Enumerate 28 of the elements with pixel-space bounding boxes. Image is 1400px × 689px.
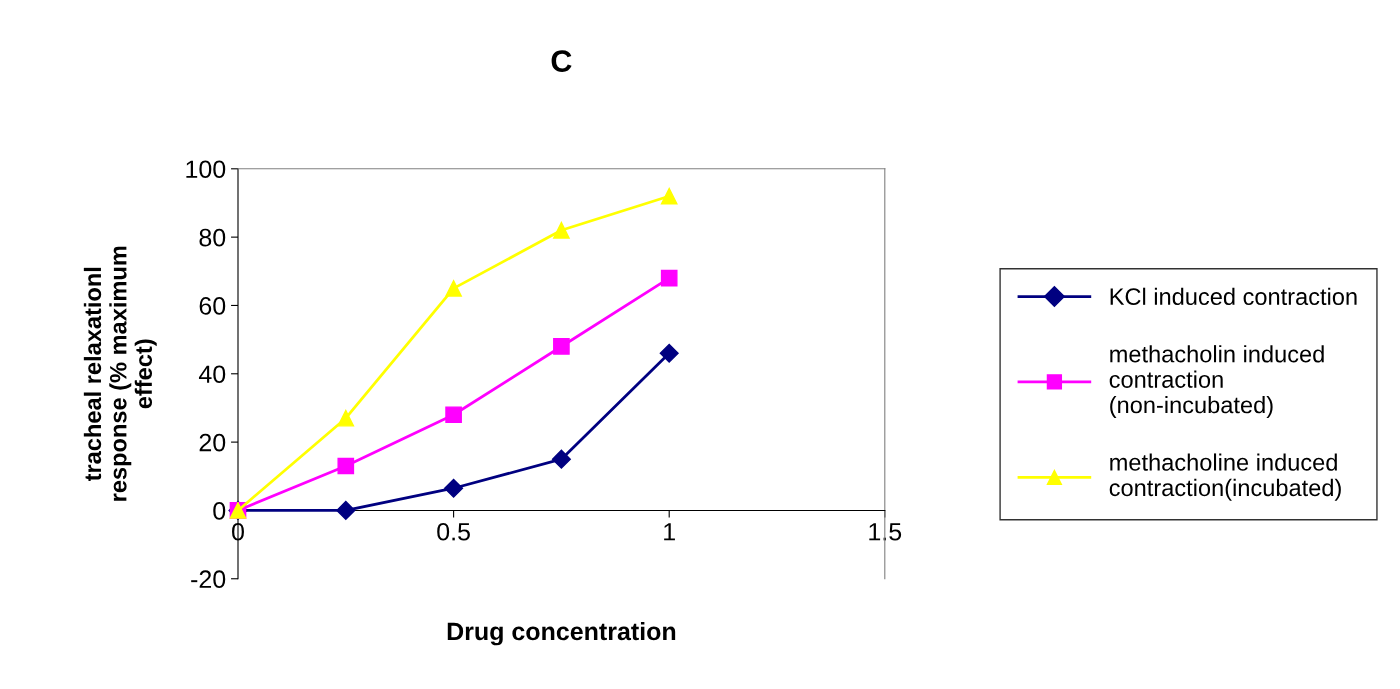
y-tick-label: 40 [198,365,226,384]
x-axis-title: Drug concentration [447,621,676,646]
point [445,406,462,424]
legend-label: KCl induced contraction [1110,287,1357,306]
point [660,187,678,205]
y-tick-label: -20 [191,570,226,589]
y-axis-title: tracheal relaxationl response (% maximum effect) [83,246,157,501]
x-tick-label: 0.5 [437,522,470,541]
x-tick-label: 1.5 [869,523,902,541]
legend-label: methacholine induced contraction(incubated) [1109,453,1341,501]
point [445,280,462,297]
legend-label: methacholin induced contraction (non-incubated) [1109,345,1324,418]
y-tick-label: 20 [199,433,226,452]
point [337,457,355,475]
y-tick-label: 0 [213,502,226,520]
y-tick-label: 80 [199,228,226,247]
point [444,478,464,498]
x-tick-label: 1 [664,523,675,541]
y-tick-label: 100 [186,160,226,179]
point [553,221,570,239]
point [551,449,571,469]
point [337,409,355,427]
point [659,343,679,363]
point [336,500,356,520]
point [553,338,570,355]
chart-title: C [551,50,572,72]
point [660,269,678,287]
y-tick-label: 60 [199,297,226,315]
